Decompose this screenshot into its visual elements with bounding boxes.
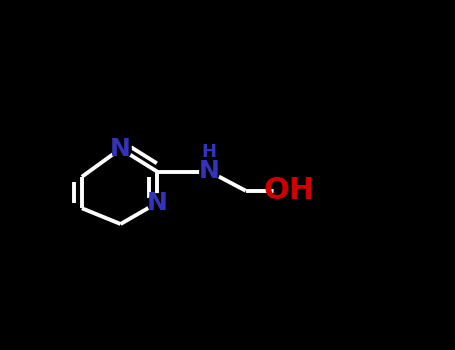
Text: OH: OH [263,176,314,205]
Text: H: H [202,143,217,161]
Text: N: N [110,137,131,161]
Text: N: N [147,191,167,215]
Text: N: N [199,160,220,183]
